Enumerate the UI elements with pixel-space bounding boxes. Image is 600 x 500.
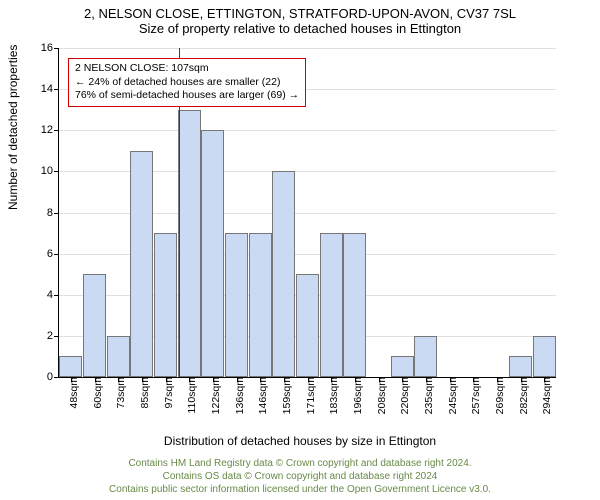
histogram-bar [59, 356, 82, 377]
histogram-bar [343, 233, 366, 377]
histogram-bar [272, 171, 295, 377]
footer-line1: Contains HM Land Registry data © Crown c… [0, 457, 600, 470]
xtick-label: 257sqm [464, 377, 482, 414]
y-axis-label: Number of detached properties [6, 45, 20, 210]
xtick-label: 235sqm [417, 377, 435, 414]
xtick-label: 122sqm [204, 377, 222, 414]
xtick-label: 269sqm [488, 377, 506, 414]
histogram-bar [130, 151, 153, 377]
xtick-label: 245sqm [441, 377, 459, 414]
histogram-bar [83, 274, 106, 377]
histogram-bar [154, 233, 177, 377]
histogram-bar [178, 110, 201, 377]
callout-line: 76% of semi-detached houses are larger (… [75, 89, 299, 103]
footer-line3: Contains public sector information licen… [0, 483, 600, 496]
xtick-label: 183sqm [322, 377, 340, 414]
xtick-label: 136sqm [228, 377, 246, 414]
xtick-label: 73sqm [109, 377, 127, 409]
histogram-bar [320, 233, 343, 377]
xtick-label: 208sqm [370, 377, 388, 414]
callout-line: ← 24% of detached houses are smaller (22… [75, 76, 299, 90]
xtick-label: 146sqm [251, 377, 269, 414]
histogram-bar [533, 336, 556, 377]
title-address: 2, NELSON CLOSE, ETTINGTON, STRATFORD-UP… [0, 6, 600, 21]
histogram-bar [296, 274, 319, 377]
histogram-bar [225, 233, 248, 377]
xtick-label: 85sqm [133, 377, 151, 409]
xtick-label: 48sqm [62, 377, 80, 409]
footer-line2: Contains OS data © Crown copyright and d… [0, 470, 600, 483]
histogram-bar [509, 356, 532, 377]
histogram-bar [414, 336, 437, 377]
xtick-label: 171sqm [299, 377, 317, 414]
xtick-label: 159sqm [275, 377, 293, 414]
xtick-label: 60sqm [86, 377, 104, 409]
histogram-bar [249, 233, 272, 377]
xtick-label: 196sqm [346, 377, 364, 414]
title-subtitle: Size of property relative to detached ho… [0, 21, 600, 36]
xtick-label: 294sqm [535, 377, 553, 414]
xtick-label: 110sqm [180, 377, 198, 414]
footer-attribution: Contains HM Land Registry data © Crown c… [0, 457, 600, 496]
x-axis-label: Distribution of detached houses by size … [0, 434, 600, 448]
histogram-bar [201, 130, 224, 377]
xtick-label: 97sqm [157, 377, 175, 409]
property-callout: 2 NELSON CLOSE: 107sqm← 24% of detached … [68, 58, 306, 107]
callout-line: 2 NELSON CLOSE: 107sqm [75, 62, 299, 76]
histogram-bar [391, 356, 414, 377]
xtick-label: 282sqm [512, 377, 530, 414]
histogram-bar [107, 336, 130, 377]
xtick-label: 220sqm [393, 377, 411, 414]
